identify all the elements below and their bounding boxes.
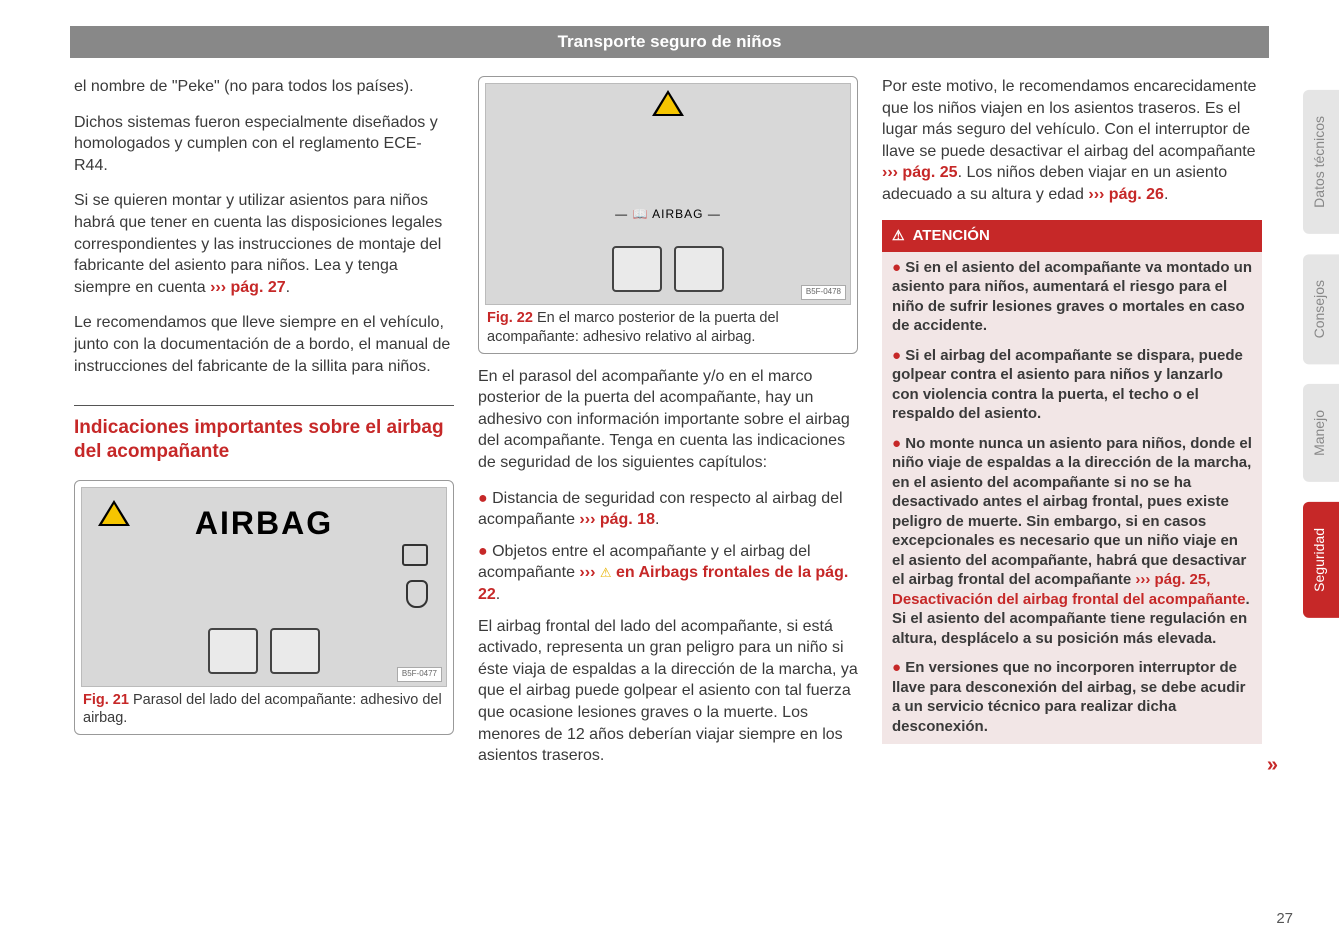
c1-p2: Dichos sistemas fueron especialmente dis… <box>74 112 454 177</box>
attention-body: ● Si en el asiento del acompañante va mo… <box>882 252 1262 745</box>
bullet-icon: ● <box>892 347 905 364</box>
c1-p3: Si se quieren montar y utilizar asientos… <box>74 190 454 298</box>
column-1: el nombre de "Peke" (no para todos los p… <box>74 76 454 781</box>
c1-p1: el nombre de "Peke" (no para todos los p… <box>74 76 454 98</box>
bullet-icon: ● <box>892 435 905 452</box>
figure-22-caption: Fig. 22 En el marco posterior de la puer… <box>485 305 851 347</box>
seat-rear-facing-icon <box>208 628 258 674</box>
figure-21: AIRBAG B5F-0477 Fig. 21 Parasol del lado… <box>74 480 454 736</box>
seat-icons-row <box>208 628 320 674</box>
warning-triangle-icon <box>98 500 130 526</box>
page-header: Transporte seguro de niños <box>70 26 1269 58</box>
bullet-icon: ● <box>892 659 905 676</box>
ref-pag-27[interactable]: ››› pág. 27 <box>210 279 286 296</box>
airbag-text-label: AIRBAG <box>195 502 333 545</box>
warning-triangle-icon <box>652 90 684 116</box>
attention-header: ⚠ ATENCIÓN <box>882 220 1262 252</box>
tab-manejo[interactable]: Manejo <box>1303 384 1339 482</box>
column-3: Por este motivo, le recomendamos encarec… <box>882 76 1262 781</box>
warning-triangle-icon: ⚠ <box>892 226 905 245</box>
c2-p1: En el parasol del acompañante y/o en el … <box>478 366 858 474</box>
header-title: Transporte seguro de niños <box>558 32 782 52</box>
bullet-distance: ● Distancia de seguridad con respecto al… <box>478 488 858 531</box>
image-ref-tag: B5F-0478 <box>801 285 846 300</box>
section-heading-airbag: Indicaciones importantes sobre el airbag… <box>74 405 454 464</box>
ref-pag-18[interactable]: ››› pág. 18 <box>579 511 655 528</box>
attention-item-4: ● En versiones que no incorporen interru… <box>892 658 1252 736</box>
seat-rear-facing-icon <box>612 246 662 292</box>
image-ref-tag: B5F-0477 <box>397 667 442 682</box>
warning-icon: ⚠ <box>600 565 612 580</box>
attention-item-2: ● Si el airbag del acompañante se dispar… <box>892 346 1252 424</box>
c2-p2: El airbag frontal del lado del acompañan… <box>478 616 858 767</box>
tab-seguridad[interactable]: Seguridad <box>1303 502 1339 618</box>
seat-front-facing-icon <box>674 246 724 292</box>
c1-p4: Le recomendamos que lleve siempre en el … <box>74 312 454 377</box>
figure-21-caption: Fig. 21 Parasol del lado del acompañante… <box>81 687 447 729</box>
c3-p1: Por este motivo, le recomendamos encarec… <box>882 76 1262 206</box>
attention-item-3: ● No monte nunca un asiento para niños, … <box>892 434 1252 649</box>
figure-22-image: — 📖 AIRBAG — B5F-0478 <box>485 83 851 305</box>
seat-icons-row <box>612 246 724 292</box>
attention-box: ⚠ ATENCIÓN ● Si en el asiento del acompa… <box>882 220 1262 745</box>
bullet-icon: ● <box>892 259 905 276</box>
seat-front-facing-icon <box>270 628 320 674</box>
figure-22: — 📖 AIRBAG — B5F-0478 Fig. 22 En el marc… <box>478 76 858 354</box>
page-number: 27 <box>1276 910 1293 927</box>
bullet-icon: ● <box>478 543 492 560</box>
ref-pag-25[interactable]: ››› pág. 25 <box>882 164 958 181</box>
hand-icon <box>406 580 428 608</box>
ref-pag-26[interactable]: ››› pág. 26 <box>1088 186 1164 203</box>
fig-21-label: Fig. 21 <box>83 692 129 708</box>
fig-22-label: Fig. 22 <box>487 310 533 326</box>
airbag-text-label: — 📖 AIRBAG — <box>615 206 721 222</box>
side-tabs: Datos técnicos Consejos Manejo Seguridad <box>1303 90 1339 618</box>
bullet-icon: ● <box>478 490 492 507</box>
content-area: el nombre de "Peke" (no para todos los p… <box>74 76 1264 781</box>
attention-item-1: ● Si en el asiento del acompañante va mo… <box>892 258 1252 336</box>
manual-icon <box>402 544 428 566</box>
continuation-icon: » <box>1267 752 1278 779</box>
tab-consejos[interactable]: Consejos <box>1303 254 1339 364</box>
column-2: — 📖 AIRBAG — B5F-0478 Fig. 22 En el marc… <box>478 76 858 781</box>
bullet-objects: ● Objetos entre el acompañante y el airb… <box>478 541 858 606</box>
figure-21-image: AIRBAG B5F-0477 <box>81 487 447 687</box>
tab-datos-tecnicos[interactable]: Datos técnicos <box>1303 90 1339 234</box>
attention-title: ATENCIÓN <box>913 226 990 246</box>
